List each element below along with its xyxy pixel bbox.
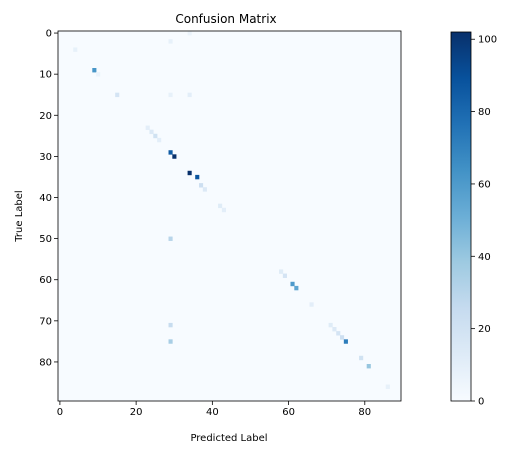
heatmap-cell [195, 174, 200, 180]
colorbar-tick-label: 60 [478, 179, 491, 190]
heatmap-cell [290, 281, 295, 287]
y-tick-label: 70 [39, 316, 52, 327]
y-tick-label: 0 [46, 29, 52, 40]
y-axis-label: True Label [14, 190, 25, 242]
y-tick-label: 40 [39, 193, 52, 204]
colorbar-tick-label: 0 [478, 397, 484, 408]
colorbar [450, 31, 472, 402]
y-tick-label: 30 [39, 152, 52, 163]
y-tick-label: 10 [39, 70, 52, 81]
heatmap-cell [153, 133, 158, 139]
heatmap-cell [168, 236, 173, 241]
heatmap-cell [187, 92, 192, 98]
heatmap-cell [359, 355, 364, 361]
colorbar-tick-label: 40 [478, 252, 491, 263]
x-axis-label: Predicted Label [190, 433, 267, 444]
heatmap-background [58, 31, 401, 401]
x-tick-label: 0 [57, 407, 63, 418]
heatmap-cell [145, 125, 150, 130]
heatmap-cell [187, 31, 192, 36]
colorbar-ticks: 0 20 40 60 80 100 [471, 35, 497, 408]
heatmap-cell [332, 327, 337, 332]
y-tick-label: 60 [39, 275, 52, 286]
heatmap-cell [149, 129, 154, 135]
heatmap-cell [96, 72, 101, 77]
heatmap-cell [172, 154, 177, 159]
heatmap-cell [385, 384, 390, 389]
colorbar-tick-label: 20 [478, 324, 491, 335]
heatmap-cell [168, 92, 173, 98]
x-axis-ticks: 0 20 40 60 80 [57, 401, 371, 418]
x-tick-label: 40 [206, 407, 219, 418]
y-axis-ticks: 0 10 20 30 40 50 60 70 80 [39, 29, 58, 368]
heatmap-cell [168, 39, 173, 44]
plot-frame [57, 30, 402, 402]
heatmap-cell [199, 183, 204, 188]
heatmap-cell [92, 68, 97, 73]
y-tick-label: 20 [39, 111, 52, 122]
heatmap-cell [282, 273, 287, 278]
heatmap-cell [115, 92, 120, 98]
heatmap-cell [73, 47, 78, 52]
heatmap-cell [202, 187, 207, 192]
heatmap-cell [328, 322, 333, 328]
chart-title: Confusion Matrix [175, 12, 276, 26]
y-tick-label: 80 [39, 357, 52, 368]
heatmap-cell [340, 335, 345, 340]
heatmap-cell [221, 207, 226, 213]
heatmap-cell [187, 170, 192, 176]
heatmap-cell [343, 339, 348, 344]
x-tick-label: 60 [282, 407, 295, 418]
x-tick-label: 80 [358, 407, 371, 418]
heatmap-cell [168, 150, 173, 155]
y-tick-label: 50 [39, 234, 52, 245]
heatmap-cell [294, 285, 299, 291]
heatmap-cells [58, 31, 401, 401]
heatmap-cell [218, 203, 223, 209]
colorbar-tick-label: 100 [478, 35, 497, 46]
heatmap-cell [309, 302, 314, 307]
heatmap-cell [157, 137, 162, 143]
x-tick-label: 20 [130, 407, 143, 418]
heatmap-cell [366, 364, 371, 369]
heatmap-cell [279, 269, 284, 274]
colorbar-tick-label: 80 [478, 107, 491, 118]
heatmap-cell [168, 322, 173, 328]
heatmap-cell [336, 331, 341, 336]
heatmap-cell [168, 339, 173, 344]
